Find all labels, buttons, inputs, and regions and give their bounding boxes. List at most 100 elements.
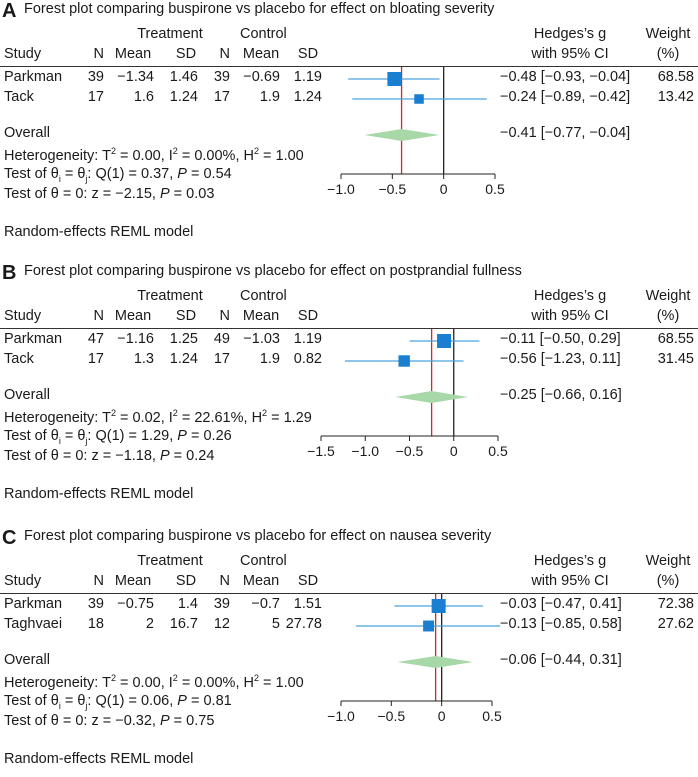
cell-c-mean: −0.7 <box>251 596 280 612</box>
cell-weight: 68.55 <box>657 331 694 347</box>
cell-t-n: 39 <box>87 69 104 85</box>
overall-diamond <box>397 656 473 668</box>
header-c-n: N <box>219 308 230 324</box>
cell-ci-text: −0.48 [−0.93, −0.04] <box>500 69 631 85</box>
x-tick-label: 0 <box>440 181 448 197</box>
cell-ci-text: −0.13 [−0.85, 0.58] <box>500 616 622 632</box>
header-rule <box>0 593 698 594</box>
header-t-mean: Mean <box>114 308 152 324</box>
cell-t-mean: 2 <box>145 616 154 632</box>
cell-c-n: 12 <box>213 616 230 632</box>
header-study: Study <box>4 46 42 62</box>
forest-plot-panel-c: C Forest plot comparing buspirone vs pla… <box>0 527 698 777</box>
header-t-sd: SD <box>175 46 197 62</box>
header-hedges-line2: with 95% CI <box>531 46 609 62</box>
cell-t-sd: 1.24 <box>169 351 198 367</box>
forest-plot-svg: −1.0 −0.5 0 0.5 <box>327 594 502 724</box>
header-rule <box>0 66 698 67</box>
overall-diamond <box>364 129 440 141</box>
cell-ci-text: −0.11 [−0.50, 0.29] <box>500 331 621 347</box>
x-tick-label: −1.0 <box>327 708 355 724</box>
effect-marker <box>437 334 452 348</box>
cell-ci-text: −0.03 [−0.47, 0.41] <box>500 596 622 612</box>
header-c-sd: SD <box>297 308 319 324</box>
header-hedges-line2: with 95% CI <box>531 308 609 324</box>
cell-ci-text: −0.56 [−1.23, 0.11] <box>500 351 621 367</box>
effect-marker <box>398 355 410 367</box>
cell-study: Taghvaei <box>4 616 63 632</box>
cell-t-n: 18 <box>87 616 104 632</box>
header-t-n: N <box>93 308 104 324</box>
header-weight-line1: Weight <box>645 553 691 569</box>
x-tick-label: −1.0 <box>327 181 355 197</box>
x-tick-label: 0.5 <box>488 443 508 459</box>
test-theta-0-line: Test of θ = 0: z = −1.18, P = 0.24 <box>4 448 215 464</box>
header-control: Control <box>240 26 287 42</box>
forest-plot-panel-a: A Forest plot comparing buspirone vs pla… <box>0 0 698 250</box>
header-treatment: Treatment <box>137 553 203 569</box>
header-hedges-line1: Hedges’s g <box>533 288 607 304</box>
header-c-sd: SD <box>297 573 319 589</box>
test-theta-i-line: Test of θi = θj: Q(1) = 0.06, P = 0.81 <box>4 693 232 711</box>
cell-c-n: 39 <box>213 69 230 85</box>
cell-study: Parkman <box>4 331 63 347</box>
cell-c-n: 17 <box>213 351 230 367</box>
test-theta-0-line: Test of θ = 0: z = −2.15, P = 0.03 <box>4 186 215 202</box>
cell-t-n: 39 <box>87 596 104 612</box>
panel-letter: B <box>2 262 17 284</box>
header-control: Control <box>240 288 287 304</box>
header-t-n: N <box>93 573 104 589</box>
header-weight-line2: (%) <box>656 46 680 62</box>
header-control: Control <box>240 553 287 569</box>
cell-c-mean: −0.69 <box>243 69 280 85</box>
panel-title: Forest plot comparing buspirone vs place… <box>24 263 522 279</box>
header-weight-line2: (%) <box>656 308 680 324</box>
cell-t-mean: −0.75 <box>117 596 154 612</box>
cell-t-n: 47 <box>87 331 104 347</box>
overall-label: Overall <box>4 125 50 141</box>
header-t-n: N <box>93 46 104 62</box>
header-hedges-line2: with 95% CI <box>531 573 609 589</box>
x-tick-label: −0.5 <box>378 708 406 724</box>
x-tick-label: −1.5 <box>307 443 335 459</box>
x-tick-label: −1.0 <box>351 443 379 459</box>
cell-t-sd: 1.25 <box>169 331 198 347</box>
cell-t-mean: 1.3 <box>133 351 154 367</box>
cell-study: Tack <box>4 351 34 367</box>
test-theta-0-line: Test of θ = 0: z = −0.32, P = 0.75 <box>4 713 215 729</box>
header-t-sd: SD <box>175 573 197 589</box>
header-hedges-line1: Hedges’s g <box>533 26 607 42</box>
header-c-mean: Mean <box>242 308 280 324</box>
overall-label: Overall <box>4 652 50 668</box>
cell-t-sd: 1.24 <box>169 89 198 105</box>
cell-t-mean: −1.34 <box>117 69 154 85</box>
overall-ci-text: −0.41 [−0.77, −0.04] <box>500 125 631 141</box>
overall-ci-text: −0.25 [−0.66, 0.16] <box>500 387 622 403</box>
header-weight-line2: (%) <box>656 573 680 589</box>
cell-t-mean: −1.16 <box>117 331 154 347</box>
effect-marker <box>431 599 446 613</box>
overall-ci-text: −0.06 [−0.44, 0.31] <box>500 652 622 668</box>
overall-diamond <box>395 391 468 403</box>
cell-study: Parkman <box>4 69 63 85</box>
header-study: Study <box>4 308 42 324</box>
cell-c-n: 39 <box>213 596 230 612</box>
cell-weight: 31.45 <box>657 351 694 367</box>
heterogeneity-line: Heterogeneity: T2 = 0.00, I2 = 0.00%, H2… <box>4 146 304 164</box>
overall-label: Overall <box>4 387 50 403</box>
cell-t-sd: 1.4 <box>177 596 198 612</box>
header-hedges-line1: Hedges’s g <box>533 553 607 569</box>
heterogeneity-line: Heterogeneity: T2 = 0.00, I2 = 0.00%, H2… <box>4 673 304 691</box>
cell-ci-text: −0.24 [−0.89, −0.42] <box>500 89 631 105</box>
cell-study: Parkman <box>4 596 63 612</box>
header-weight-line1: Weight <box>645 288 691 304</box>
cell-c-mean: 1.9 <box>259 351 280 367</box>
cell-c-n: 49 <box>213 331 230 347</box>
panel-title: Forest plot comparing buspirone vs place… <box>24 1 495 17</box>
header-t-mean: Mean <box>114 46 152 62</box>
cell-c-mean: −1.03 <box>243 331 280 347</box>
model-note: Random-effects REML model <box>4 486 194 502</box>
cell-c-sd: 1.51 <box>293 596 322 612</box>
model-note: Random-effects REML model <box>4 224 194 240</box>
cell-c-sd: 1.19 <box>293 331 322 347</box>
